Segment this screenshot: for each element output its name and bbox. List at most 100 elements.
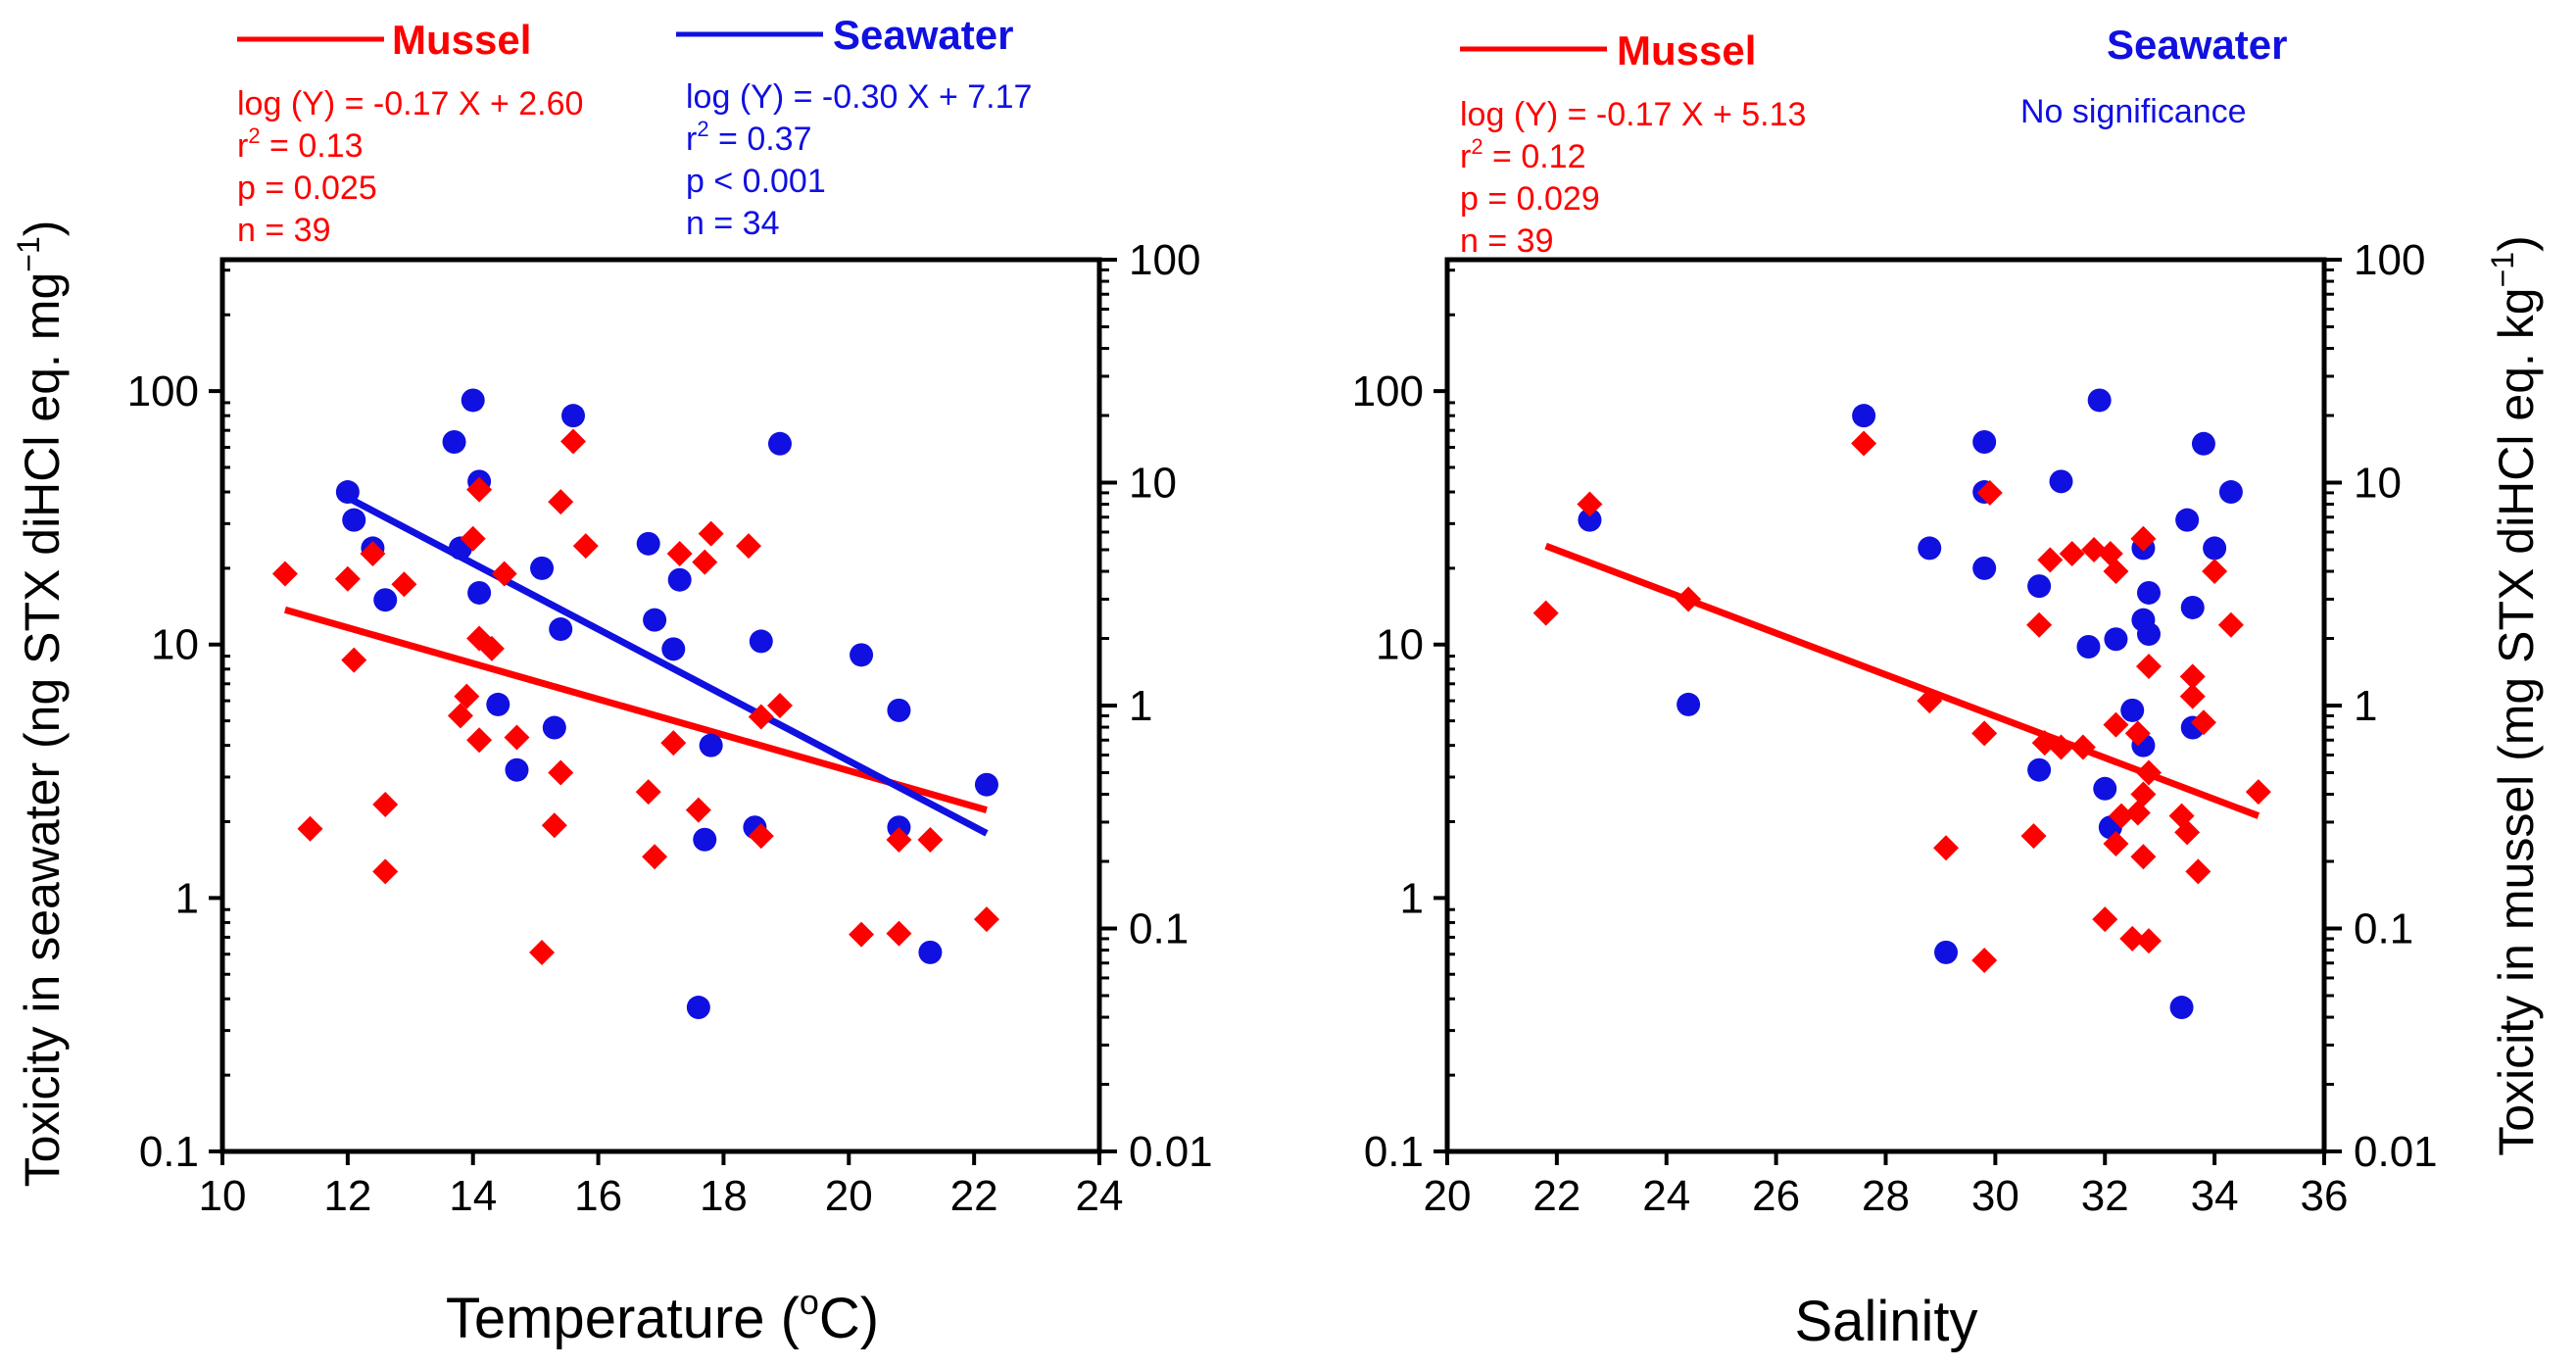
seawater-point <box>335 480 360 505</box>
seawater-r2: r2 = 0.37 <box>686 117 812 158</box>
seawater-point <box>342 508 366 532</box>
seawater-point <box>467 580 492 605</box>
mussel-point <box>491 561 517 587</box>
mussel-point <box>572 533 599 560</box>
seawater-point <box>461 388 485 413</box>
mussel-point <box>560 428 586 455</box>
mussel-point <box>2109 803 2135 829</box>
mussel-point <box>2130 781 2157 807</box>
mussel-fit-line <box>283 606 988 813</box>
mussel-point <box>529 940 556 966</box>
y-left-tick-labels: 0.1 1 10 100 <box>1352 367 1424 1176</box>
y-right-tick-label: 10 <box>2354 460 2402 508</box>
legend: Mussel log (Y) = -0.17 X + 2.60 r2 = 0.1… <box>237 12 1032 249</box>
x-tick-label: 14 <box>449 1172 497 1220</box>
mussel-point <box>2174 819 2201 846</box>
mussel-point <box>297 815 323 842</box>
seawater-point <box>1852 404 1876 428</box>
y-right-axis-label: Toxicity in mussel (mg STX diHCl eq. kg−… <box>2485 235 2544 1156</box>
mussel-point <box>372 791 399 817</box>
mussel-point <box>2136 653 2162 679</box>
mussel-point <box>748 823 774 850</box>
mussel-point <box>541 812 567 839</box>
mussel-point <box>1971 947 1998 973</box>
seawater-point <box>1578 508 1602 532</box>
mussel-point <box>2130 844 2157 870</box>
seawater-point <box>505 757 529 782</box>
tick-marks <box>209 258 1117 1165</box>
x-tick-label: 12 <box>323 1172 371 1220</box>
x-tick-label: 20 <box>1424 1172 1472 1220</box>
y-right-tick-label: 0.01 <box>2354 1128 2438 1176</box>
x-tick-label: 22 <box>1532 1172 1580 1220</box>
y-right-tick-label: 0.1 <box>1129 905 1189 953</box>
mussel-point <box>466 476 493 503</box>
mussel-point <box>2179 683 2206 709</box>
seawater-point <box>2137 580 2161 605</box>
x-tick-label: 36 <box>2301 1172 2349 1220</box>
x-tick-label: 16 <box>574 1172 622 1220</box>
mussel-point <box>886 920 912 947</box>
seawater-point <box>486 692 510 716</box>
seawater-fit-line <box>346 494 989 837</box>
mussel-point <box>2136 928 2162 954</box>
seawater-point <box>686 996 710 1020</box>
seawater-point <box>2175 508 2200 532</box>
mussel-point <box>1532 600 1559 626</box>
y-left-tick-labels: 0.1 1 10 100 <box>127 367 199 1176</box>
seawater-point <box>636 531 660 556</box>
mussel-point <box>2130 525 2157 552</box>
x-tick-label: 34 <box>2191 1172 2239 1220</box>
mussel-point <box>685 797 711 823</box>
x-tick-label: 10 <box>199 1172 247 1220</box>
seawater-point <box>530 556 555 580</box>
seawater-point <box>542 715 566 740</box>
temperature-chart: 10 12 14 16 18 20 22 24 0.1 1 10 100 0.01 0.1 1 10 100… <box>11 12 1213 1350</box>
mussel-point <box>504 724 530 751</box>
mussel-point <box>2119 925 2146 952</box>
seawater-point <box>749 629 773 654</box>
seawater-point <box>2120 698 2145 722</box>
mussel-point <box>334 565 361 592</box>
mussel-n: n = 39 <box>237 212 330 249</box>
y-right-tick-label: 100 <box>2354 236 2425 284</box>
mussel-point <box>698 520 724 547</box>
mussel-point <box>2103 711 2129 738</box>
mussel-point <box>2103 559 2129 585</box>
seawater-point <box>661 637 686 661</box>
x-tick-label: 32 <box>2081 1172 2129 1220</box>
seawater-legend-title: Seawater <box>2107 22 2287 68</box>
mussel-r2: r2 = 0.12 <box>1460 134 1586 175</box>
mussel-point <box>548 759 574 786</box>
seawater-point <box>2027 757 2052 782</box>
tick-marks <box>1434 258 2342 1165</box>
seawater-p-value: p < 0.001 <box>686 163 826 200</box>
salinity-chart: 20 22 24 26 28 30 32 34 36 0.1 1 10 100 0.01 0.1 1 10 1… <box>1352 22 2544 1353</box>
seawater-point <box>2104 627 2128 652</box>
y-left-tick-label: 100 <box>127 367 199 415</box>
y-right-tick-label: 1 <box>1129 682 1152 730</box>
y-right-tick-label: 1 <box>2354 682 2377 730</box>
seawater-point <box>850 643 874 667</box>
mussel-point <box>766 693 793 718</box>
plot-frame <box>219 257 1102 1154</box>
seawater-point <box>2049 469 2073 494</box>
mussel-point <box>2020 823 2047 850</box>
y-right-tick-labels: 0.01 0.1 1 10 100 <box>1129 236 1213 1176</box>
mussel-point <box>2190 709 2216 736</box>
mussel-legend-title: Mussel <box>392 17 531 63</box>
mussel-point <box>2124 800 2151 826</box>
y-left-tick-label: 0.1 <box>1364 1128 1424 1176</box>
mussel-p-value: p = 0.025 <box>237 170 377 207</box>
fit-lines <box>283 494 989 837</box>
mussel-point <box>391 571 417 598</box>
y-right-tick-label: 100 <box>1129 236 1200 284</box>
mussel-point <box>2048 734 2074 760</box>
mussel-point <box>2092 906 2118 933</box>
mussel-point <box>2124 720 2151 747</box>
seawater-point <box>1918 536 1942 561</box>
seawater-point <box>2137 622 2161 647</box>
seawater-point <box>2218 480 2243 505</box>
mussel-point <box>478 635 505 661</box>
